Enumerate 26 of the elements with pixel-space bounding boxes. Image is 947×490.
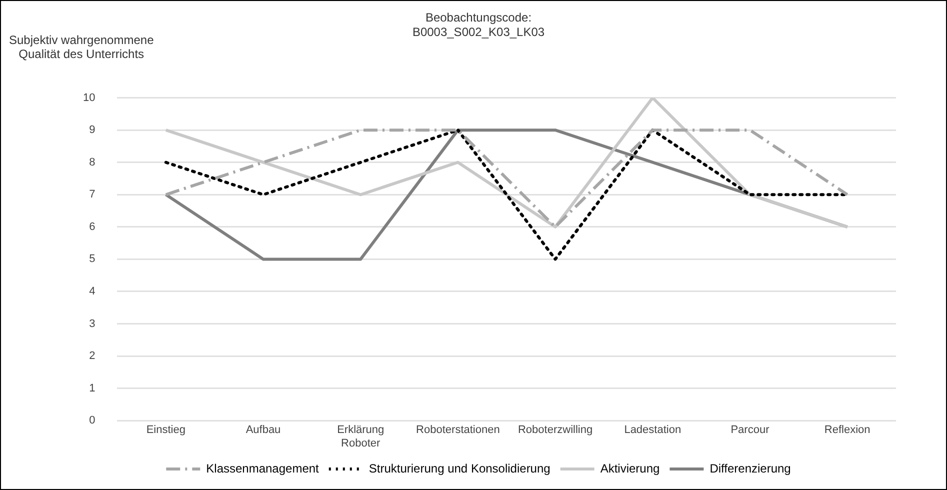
legend-label: Aktivierung [600, 461, 660, 476]
x-tick-label: Parcour [730, 424, 770, 436]
y-axis-title: Subjektiv wahrgenommene Qualität des Unterrichts [9, 33, 154, 61]
legend-label: Strukturierung und Konsolidierung [368, 461, 550, 476]
y-tick-label: 8 [89, 156, 96, 168]
y-tick-label: 9 [89, 124, 96, 136]
y-tick-label: 10 [82, 92, 96, 104]
y-tick-label: 5 [89, 253, 96, 266]
x-tick-label: Ladestation [624, 424, 682, 436]
y-tick-label: 4 [89, 286, 96, 298]
y-tick-label: 6 [89, 220, 96, 233]
x-tick-label: Reflexion [824, 424, 870, 436]
y-tick-label: 7 [89, 188, 96, 201]
y-tick-label: 3 [89, 318, 96, 330]
line-series [164, 128, 849, 228]
x-tick-label: Erklärung Roboter [337, 424, 384, 450]
y-tick-label: 0 [89, 414, 96, 427]
x-tick-label: Aufbau [246, 424, 281, 436]
x-tick-label: Roboterstationen [416, 424, 500, 436]
x-tick-label: Roboterzwilling [518, 424, 593, 436]
legend-label: Klassenmanagement [206, 461, 320, 476]
y-tick-label: 2 [89, 350, 96, 362]
x-tick-label: Einstieg [146, 424, 186, 436]
legend-label: Differenzierung [710, 461, 791, 476]
y-tick-label: 1 [89, 382, 96, 394]
chart-title: Beobachtungscode: B0003_S002_K03_LK03 [412, 10, 545, 39]
